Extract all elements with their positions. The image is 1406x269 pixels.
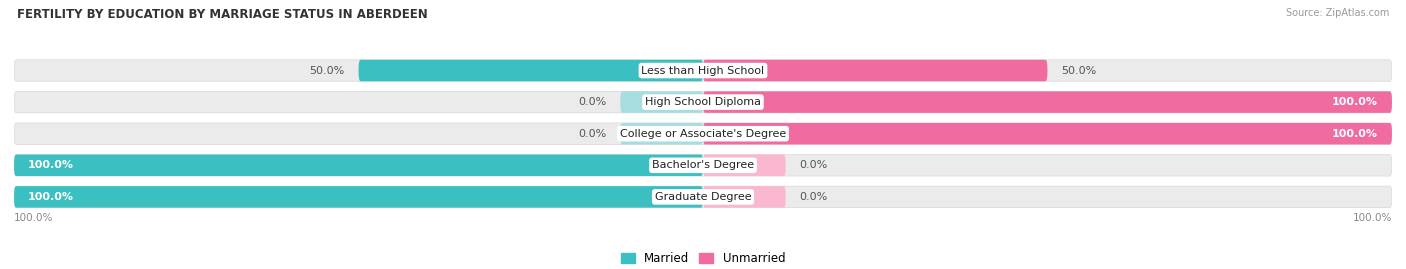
FancyBboxPatch shape bbox=[703, 155, 786, 176]
FancyBboxPatch shape bbox=[703, 91, 1392, 113]
FancyBboxPatch shape bbox=[620, 91, 703, 113]
Text: Source: ZipAtlas.com: Source: ZipAtlas.com bbox=[1285, 8, 1389, 18]
Text: 100.0%: 100.0% bbox=[28, 192, 75, 202]
Text: 100.0%: 100.0% bbox=[14, 213, 53, 223]
Text: Less than High School: Less than High School bbox=[641, 66, 765, 76]
Text: 50.0%: 50.0% bbox=[1062, 66, 1097, 76]
FancyBboxPatch shape bbox=[620, 123, 703, 144]
Text: Bachelor's Degree: Bachelor's Degree bbox=[652, 160, 754, 170]
FancyBboxPatch shape bbox=[14, 186, 703, 208]
Text: Graduate Degree: Graduate Degree bbox=[655, 192, 751, 202]
FancyBboxPatch shape bbox=[14, 91, 1392, 113]
Legend: Married, Unmarried: Married, Unmarried bbox=[616, 247, 790, 269]
FancyBboxPatch shape bbox=[14, 123, 1392, 144]
FancyBboxPatch shape bbox=[703, 123, 1392, 144]
Text: 50.0%: 50.0% bbox=[309, 66, 344, 76]
FancyBboxPatch shape bbox=[703, 186, 786, 208]
Text: College or Associate's Degree: College or Associate's Degree bbox=[620, 129, 786, 139]
Text: 0.0%: 0.0% bbox=[800, 160, 828, 170]
Text: 0.0%: 0.0% bbox=[578, 97, 606, 107]
Text: FERTILITY BY EDUCATION BY MARRIAGE STATUS IN ABERDEEN: FERTILITY BY EDUCATION BY MARRIAGE STATU… bbox=[17, 8, 427, 21]
FancyBboxPatch shape bbox=[14, 155, 703, 176]
Text: 0.0%: 0.0% bbox=[800, 192, 828, 202]
FancyBboxPatch shape bbox=[14, 155, 1392, 176]
Text: High School Diploma: High School Diploma bbox=[645, 97, 761, 107]
Text: 0.0%: 0.0% bbox=[578, 129, 606, 139]
Text: 100.0%: 100.0% bbox=[1331, 97, 1378, 107]
Text: 100.0%: 100.0% bbox=[28, 160, 75, 170]
FancyBboxPatch shape bbox=[14, 60, 1392, 81]
FancyBboxPatch shape bbox=[14, 186, 1392, 208]
FancyBboxPatch shape bbox=[703, 60, 1047, 81]
FancyBboxPatch shape bbox=[359, 60, 703, 81]
Text: 100.0%: 100.0% bbox=[1331, 129, 1378, 139]
Text: 100.0%: 100.0% bbox=[1353, 213, 1392, 223]
